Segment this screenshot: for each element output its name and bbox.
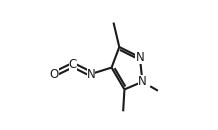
- Text: C: C: [69, 58, 77, 72]
- Text: N: N: [138, 75, 147, 88]
- Text: N: N: [87, 67, 95, 80]
- Text: O: O: [50, 67, 59, 80]
- Text: N: N: [136, 51, 144, 64]
